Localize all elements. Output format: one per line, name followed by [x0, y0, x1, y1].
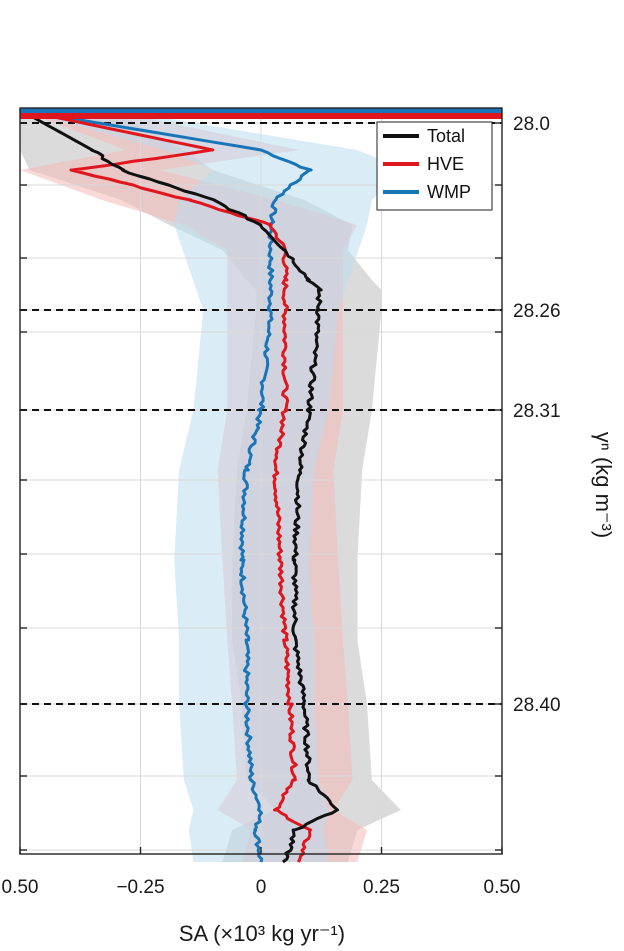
x-tick-label: −0.25: [116, 877, 164, 898]
x-tick-label: 0: [256, 877, 267, 898]
band-wmp: [20, 110, 406, 862]
legend-label-hve: HVE: [427, 154, 464, 174]
axis-ticks: [19, 122, 503, 854]
legend-label-wmp: WMP: [427, 182, 471, 202]
legend: Total HVE WMP: [376, 121, 493, 211]
series-line-total: [19, 108, 339, 864]
series-lines: [19, 108, 502, 864]
uncertainty-bands: [20, 110, 406, 862]
y-axis-title: γⁿ (kg m⁻³): [591, 432, 616, 538]
y-tick-label: 28.31: [513, 401, 561, 422]
y-tick-label: 28.26: [513, 301, 561, 322]
x-axis-title: SA (×10³ kg yr⁻¹): [179, 921, 345, 946]
y-tick-label: 28.0: [513, 114, 550, 135]
x-tick-labels: 0.50 −0.25 0 0.25 0.50: [2, 877, 521, 898]
series-line-hve: [19, 108, 312, 863]
x-tick-label: 0.25: [363, 877, 400, 898]
x-tick-label: 0.50: [484, 877, 521, 898]
surface-spike-hve: [20, 113, 502, 119]
x-tick-label: 0.50: [2, 877, 39, 898]
legend-label-total: Total: [427, 126, 465, 146]
series-line-wmp: [19, 108, 313, 863]
y-tick-labels: 28.0 28.26 28.31 28.40: [513, 114, 561, 716]
surface-spike-wmp: [20, 108, 502, 114]
y-tick-label: 28.40: [513, 695, 561, 716]
